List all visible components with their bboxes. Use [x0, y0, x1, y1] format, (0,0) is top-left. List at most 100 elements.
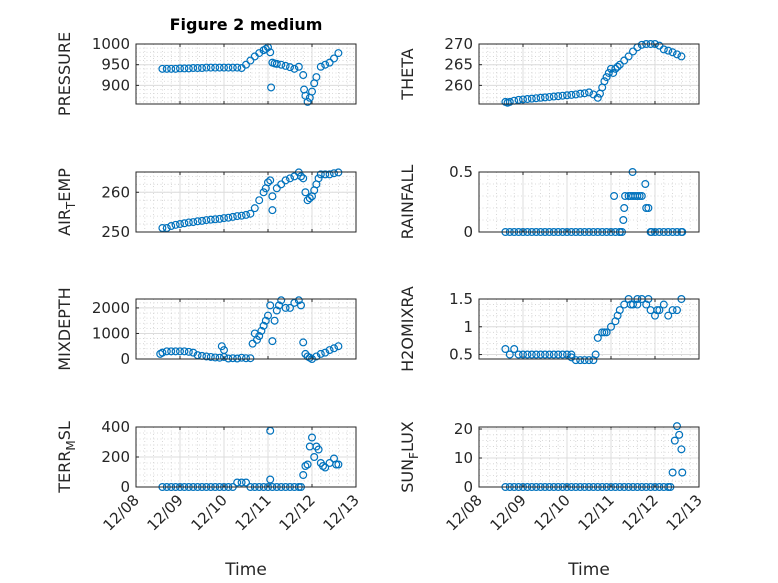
data-point — [253, 335, 262, 344]
data-point — [672, 422, 681, 431]
data-point — [602, 73, 611, 82]
axes-background — [479, 44, 699, 104]
data-point — [211, 353, 220, 362]
data-point — [677, 445, 686, 454]
data-point — [576, 89, 585, 98]
data-point — [620, 204, 629, 213]
subplot-theta: 260 265 270 THETA — [398, 35, 700, 107]
data-point — [545, 92, 554, 101]
data-point — [514, 95, 523, 104]
data-point — [301, 188, 310, 197]
data-point — [677, 52, 686, 61]
data-point — [158, 224, 167, 233]
data-point — [176, 220, 185, 229]
data-point — [184, 64, 193, 73]
data-point — [242, 478, 251, 487]
data-point — [257, 326, 266, 335]
data-point — [220, 214, 229, 223]
axes-box — [478, 171, 700, 233]
data-point — [321, 170, 330, 179]
subplot-terr-msl: 12/08 12/09 12/10 12/11 12/12 12/13 0 200 400 TER… — [55, 418, 363, 580]
data-point — [321, 60, 330, 69]
data-point — [613, 311, 622, 320]
data-point — [224, 354, 233, 363]
data-point — [261, 44, 270, 53]
data-point — [193, 63, 202, 72]
data-point — [641, 180, 650, 189]
data-point — [220, 346, 229, 355]
data-point — [523, 350, 532, 359]
data-point — [532, 350, 541, 359]
y-tick-label: 0.5 — [449, 163, 473, 181]
data-point — [286, 174, 295, 183]
data-point — [167, 64, 176, 73]
axes-box — [135, 426, 357, 488]
subplot-air-temp: 250 260 AIRTEMP — [55, 168, 357, 241]
data-point — [593, 93, 602, 102]
data-point — [554, 350, 563, 359]
data-point — [215, 214, 224, 223]
data-point — [272, 184, 281, 193]
data-point — [299, 174, 308, 183]
data-point — [584, 356, 593, 365]
data-point — [567, 350, 576, 359]
data-point — [626, 192, 635, 201]
x-tick-label: 12/11 — [575, 491, 618, 534]
data-point — [286, 303, 295, 312]
axes-box — [478, 426, 700, 488]
data-point — [536, 93, 545, 102]
data-point — [206, 63, 215, 72]
data-point — [631, 192, 640, 201]
data-point — [184, 347, 193, 356]
data-point — [644, 204, 653, 213]
data-point — [314, 174, 323, 183]
data-point — [678, 468, 687, 477]
data-point — [228, 354, 237, 363]
y-tick-label: 0 — [120, 350, 130, 368]
data-point — [246, 209, 255, 218]
data-point — [171, 347, 180, 356]
data-point — [259, 188, 268, 197]
data-point — [593, 333, 602, 342]
data-point — [233, 63, 242, 72]
data-point — [595, 89, 604, 98]
data-point — [305, 93, 314, 102]
y-axis-label: PRESSURE — [55, 32, 74, 116]
data-point — [540, 350, 549, 359]
data-point — [675, 430, 684, 439]
data-point — [277, 296, 286, 305]
data-point — [162, 64, 171, 73]
y-axis-label: TERRMSL — [55, 421, 78, 494]
data-point — [558, 350, 567, 359]
data-point — [310, 79, 319, 88]
data-point — [670, 436, 679, 445]
y-tick-label: 1000 — [92, 35, 130, 53]
subplot-rainfall: 0 0.5 RAINFALL — [398, 163, 700, 241]
y-axis-label: AIRTEMP — [55, 168, 78, 236]
data-point — [567, 90, 576, 99]
data-point — [233, 212, 242, 221]
data-point — [294, 62, 303, 71]
data-point — [325, 58, 334, 67]
axes-box — [135, 298, 357, 360]
data-point — [332, 460, 341, 469]
data-point — [290, 64, 299, 73]
data-point — [303, 460, 312, 469]
data-point — [246, 354, 255, 363]
data-point — [664, 311, 673, 320]
data-point — [527, 350, 536, 359]
data-point — [591, 350, 600, 359]
y-tick-label: 20 — [454, 420, 473, 438]
data-point — [294, 296, 303, 305]
x-tick-label: 12/08 — [100, 491, 143, 534]
x-axis-label: Time — [567, 560, 610, 580]
y-tick-label: 950 — [101, 56, 130, 74]
data-point — [316, 170, 325, 179]
data-point — [281, 303, 290, 312]
data-point — [167, 347, 176, 356]
data-point — [242, 210, 251, 219]
data-point — [275, 301, 284, 310]
data-point — [162, 224, 171, 233]
data-point — [266, 176, 275, 185]
data-point — [297, 172, 306, 181]
